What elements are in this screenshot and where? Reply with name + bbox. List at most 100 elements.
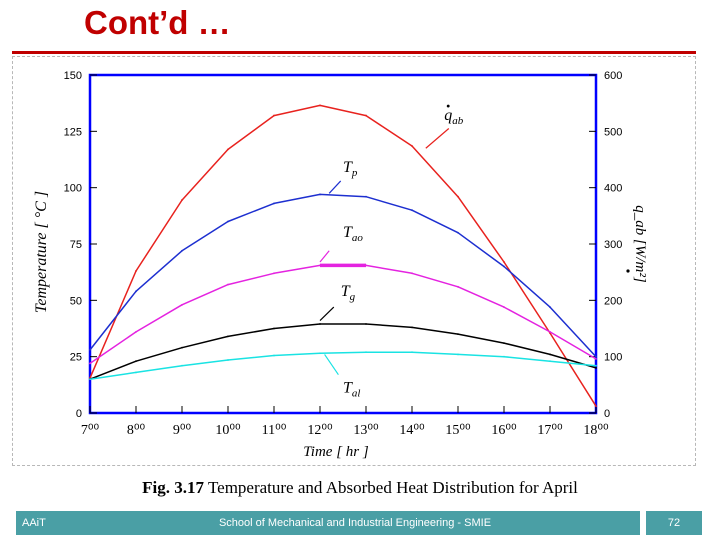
data-point-T_ao: [273, 272, 275, 275]
x-tick-label: 11⁰⁰: [262, 423, 287, 438]
y2-axis-label-dot: [626, 269, 630, 273]
data-point-q_ab: [503, 261, 505, 263]
label-leader-T_p: [328, 180, 342, 194]
data-point-T_ao: [595, 358, 597, 360]
data-point-T_al: [273, 354, 275, 357]
y-tick-label: 125: [64, 126, 82, 138]
figure-caption: Fig. 3.17 Temperature and Absorbed Heat …: [0, 478, 720, 498]
data-point-q_ab: [273, 114, 275, 117]
data-point-T_p: [181, 249, 183, 252]
series-line-T_al: [89, 351, 597, 380]
x-tick-label: 8⁰⁰: [127, 423, 146, 438]
data-point-T_ao: [227, 283, 229, 286]
y2-tick-label: 400: [604, 183, 622, 195]
x-tick-label: 15⁰⁰: [445, 423, 471, 438]
y-tick-label: 100: [64, 183, 82, 195]
slide-title: Cont’d …: [84, 4, 231, 41]
data-point-T_ao: [411, 272, 413, 275]
x-tick-label: 14⁰⁰: [399, 423, 425, 438]
x-tick-label: 13⁰⁰: [353, 423, 379, 438]
series-label-q_ab: qab: [444, 107, 464, 127]
data-point-T_ao: [181, 303, 183, 306]
data-point-T_p: [135, 290, 137, 293]
data-point-T_al: [227, 359, 229, 361]
data-point-T_p: [457, 231, 459, 234]
title-underline: [12, 51, 696, 54]
data-point-T_ao: [503, 306, 505, 308]
data-point-T_ao: [135, 330, 137, 333]
plot-area-frame: [88, 73, 598, 415]
figure-frame: [12, 56, 696, 466]
footer-school: School of Mechanical and Industrial Engi…: [70, 511, 640, 535]
y2-axis-label: q_ab [W/m²]: [632, 205, 648, 283]
label-leader-q_ab: [425, 128, 450, 149]
series-line-T_p: [89, 193, 597, 358]
x-tick-label: 18⁰⁰: [583, 423, 609, 438]
data-point-T_g: [503, 342, 505, 345]
data-point-q_ab: [319, 104, 321, 107]
x-tick-label: 12⁰⁰: [307, 423, 333, 438]
data-point-T_al: [503, 355, 505, 358]
series-line-T_g: [89, 323, 597, 380]
data-point-T_g: [181, 346, 183, 349]
data-point-T_al: [411, 351, 413, 354]
data-point-T_p: [365, 195, 367, 198]
data-point-T_al: [365, 351, 367, 354]
data-point-T_ao: [89, 362, 91, 365]
data-point-T_al: [549, 360, 551, 363]
series-label-T_al: Tal: [343, 380, 360, 400]
footer-page-number: 72: [646, 511, 702, 535]
y2-tick-label: 200: [604, 295, 622, 307]
data-point-T_g: [549, 353, 551, 356]
y2-tick-label: 500: [604, 126, 622, 138]
y-tick-label: 75: [70, 239, 82, 251]
data-point-q_ab: [135, 270, 137, 272]
data-point-q_ab: [365, 114, 367, 117]
caption-text: Temperature and Absorbed Heat Distributi…: [204, 478, 578, 497]
data-point-q_ab: [227, 148, 229, 151]
y-tick-label: 150: [64, 70, 82, 82]
data-point-T_g: [365, 323, 367, 325]
y2-tick-label: 600: [604, 70, 622, 82]
data-point-T_al: [319, 352, 321, 355]
data-point-T_p: [227, 220, 229, 223]
data-point-T_p: [89, 349, 91, 351]
series-label-T_g: Tg: [341, 283, 356, 303]
data-point-T_g: [595, 367, 597, 369]
y2-tick-label: 0: [604, 408, 610, 420]
data-point-T_g: [135, 360, 137, 363]
label-leader-T_al: [324, 354, 339, 376]
caption-prefix: Fig. 3.: [142, 478, 188, 497]
data-point-T_p: [595, 355, 597, 358]
y2-tick-label: 100: [604, 352, 622, 364]
label-leader-T_g: [319, 306, 335, 322]
data-point-T_al: [181, 364, 183, 367]
data-point-T_ao: [549, 330, 551, 333]
data-point-q_ab: [181, 199, 183, 201]
data-point-q_ab: [411, 145, 413, 147]
y2-tick-label: 300: [604, 239, 622, 251]
data-point-T_al: [595, 364, 597, 367]
series-line-q_ab: [89, 104, 597, 407]
series-label-T_ao: Tao: [343, 224, 363, 244]
x-axis-label: Time [ hr ]: [303, 444, 369, 460]
y-tick-label: 0: [76, 408, 82, 420]
data-point-T_p: [411, 209, 413, 212]
data-point-T_p: [319, 193, 321, 196]
data-point-T_g: [227, 335, 229, 338]
x-tick-label: 10⁰⁰: [215, 423, 241, 438]
caption-number: 17: [187, 478, 205, 497]
data-point-q_ab: [595, 405, 597, 408]
data-point-T_g: [457, 333, 459, 336]
data-point-q_ab: [457, 195, 459, 198]
y-tick-label: 50: [70, 295, 82, 307]
temperature-heat-chart: Temperature [ °C ] Time [ hr ] q_ab [W/m…: [33, 70, 648, 460]
data-point-T_p: [503, 265, 505, 268]
data-point-T_al: [89, 378, 91, 381]
data-point-T_p: [273, 202, 275, 205]
x-tick-label: 17⁰⁰: [537, 423, 563, 438]
data-point-T_al: [135, 371, 137, 374]
y-axis-label: Temperature [ °C ]: [33, 191, 50, 313]
data-point-T_g: [319, 323, 321, 325]
footer-org: AAiT: [16, 511, 70, 535]
